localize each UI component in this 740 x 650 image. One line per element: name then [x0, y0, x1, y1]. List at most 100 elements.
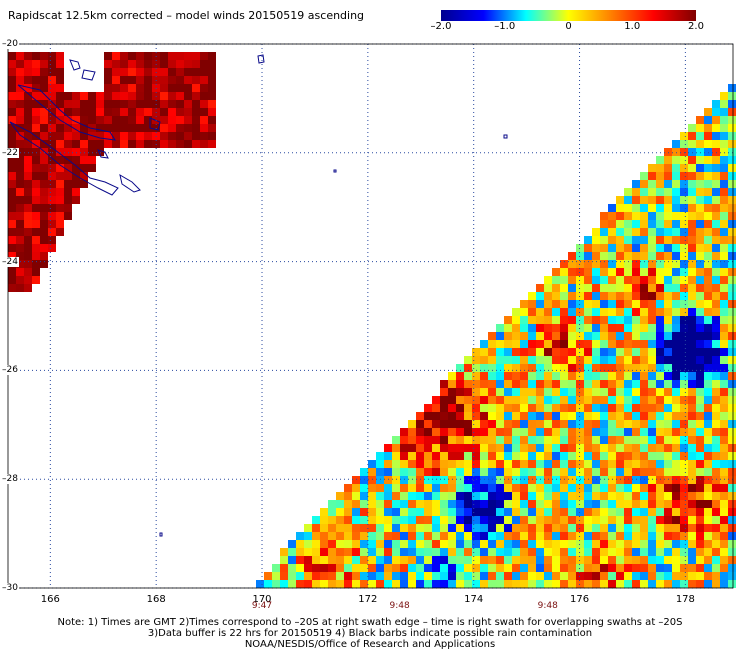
- wind-cell: [568, 572, 576, 580]
- wind-cell: [176, 124, 184, 132]
- wind-cell: [560, 276, 568, 284]
- wind-cell: [688, 180, 696, 188]
- wind-cell: [664, 164, 672, 172]
- wind-cell: [144, 92, 152, 100]
- wind-cell: [664, 324, 672, 332]
- wind-cell: [128, 132, 136, 140]
- wind-cell: [664, 444, 672, 452]
- wind-cell: [552, 324, 560, 332]
- wind-cell: [616, 396, 624, 404]
- wind-cell: [296, 540, 304, 548]
- wind-cell: [504, 540, 512, 548]
- wind-cell: [688, 220, 696, 228]
- wind-cell: [616, 468, 624, 476]
- wind-cell: [520, 356, 528, 364]
- wind-cell: [72, 108, 80, 116]
- wind-cell: [624, 196, 632, 204]
- wind-cell: [688, 380, 696, 388]
- wind-cell: [112, 108, 120, 116]
- wind-cell: [688, 332, 696, 340]
- wind-cell: [512, 468, 520, 476]
- wind-cell: [600, 436, 608, 444]
- wind-cell: [616, 420, 624, 428]
- wind-cell: [392, 484, 400, 492]
- wind-cell: [696, 556, 704, 564]
- wind-cell: [632, 364, 640, 372]
- wind-cell: [168, 84, 176, 92]
- wind-cell: [712, 148, 720, 156]
- wind-cell: [312, 580, 320, 588]
- wind-cell: [144, 84, 152, 92]
- wind-cell: [480, 412, 488, 420]
- wind-cell: [608, 436, 616, 444]
- wind-cell: [696, 404, 704, 412]
- wind-cell: [360, 484, 368, 492]
- wind-cell: [528, 516, 536, 524]
- wind-cell: [424, 516, 432, 524]
- wind-cell: [664, 364, 672, 372]
- wind-cell: [16, 204, 24, 212]
- wind-cell: [720, 524, 728, 532]
- wind-cell: [592, 476, 600, 484]
- wind-cell: [16, 276, 24, 284]
- wind-cell: [632, 188, 640, 196]
- wind-cell: [352, 556, 360, 564]
- wind-cell: [16, 100, 24, 108]
- wind-cell: [272, 564, 280, 572]
- wind-cell: [48, 52, 56, 60]
- wind-cell: [664, 428, 672, 436]
- wind-cell: [688, 508, 696, 516]
- wind-cell: [208, 140, 216, 148]
- latitude-tick-label: –20: [2, 39, 19, 49]
- wind-cell: [464, 420, 472, 428]
- wind-cell: [592, 468, 600, 476]
- wind-cell: [32, 212, 40, 220]
- wind-cell: [648, 452, 656, 460]
- wind-cell: [448, 564, 456, 572]
- wind-cell: [472, 548, 480, 556]
- wind-cell: [712, 108, 720, 116]
- wind-cell: [384, 468, 392, 476]
- coastline-path: [97, 149, 109, 159]
- wind-cell: [560, 380, 568, 388]
- wind-cell: [472, 476, 480, 484]
- wind-cell: [632, 380, 640, 388]
- wind-cell: [528, 572, 536, 580]
- wind-cell: [368, 572, 376, 580]
- wind-cell: [472, 500, 480, 508]
- wind-cell: [312, 532, 320, 540]
- wind-cell: [712, 244, 720, 252]
- wind-cell: [128, 92, 136, 100]
- wind-cell: [592, 492, 600, 500]
- wind-cell: [696, 276, 704, 284]
- wind-cell: [688, 356, 696, 364]
- wind-cell: [504, 524, 512, 532]
- wind-cell: [528, 476, 536, 484]
- wind-cell: [528, 316, 536, 324]
- wind-cell: [672, 580, 680, 588]
- wind-cell: [584, 268, 592, 276]
- wind-cell: [496, 348, 504, 356]
- wind-cell: [16, 284, 24, 292]
- wind-cell: [600, 388, 608, 396]
- wind-cell: [688, 476, 696, 484]
- wind-cell: [600, 428, 608, 436]
- wind-cell: [520, 404, 528, 412]
- wind-cell: [632, 228, 640, 236]
- wind-cell: [352, 476, 360, 484]
- wind-cell: [608, 460, 616, 468]
- wind-cell: [608, 308, 616, 316]
- wind-cell: [552, 492, 560, 500]
- wind-cell: [672, 276, 680, 284]
- wind-cell: [376, 492, 384, 500]
- wind-cell: [136, 52, 144, 60]
- wind-cell: [56, 100, 64, 108]
- wind-cell: [656, 340, 664, 348]
- wind-cell: [568, 564, 576, 572]
- wind-cell: [456, 524, 464, 532]
- wind-cell: [288, 572, 296, 580]
- wind-cell: [616, 500, 624, 508]
- latitude-tick-label: –22: [2, 147, 19, 158]
- wind-cell: [48, 244, 56, 252]
- wind-cell: [440, 396, 448, 404]
